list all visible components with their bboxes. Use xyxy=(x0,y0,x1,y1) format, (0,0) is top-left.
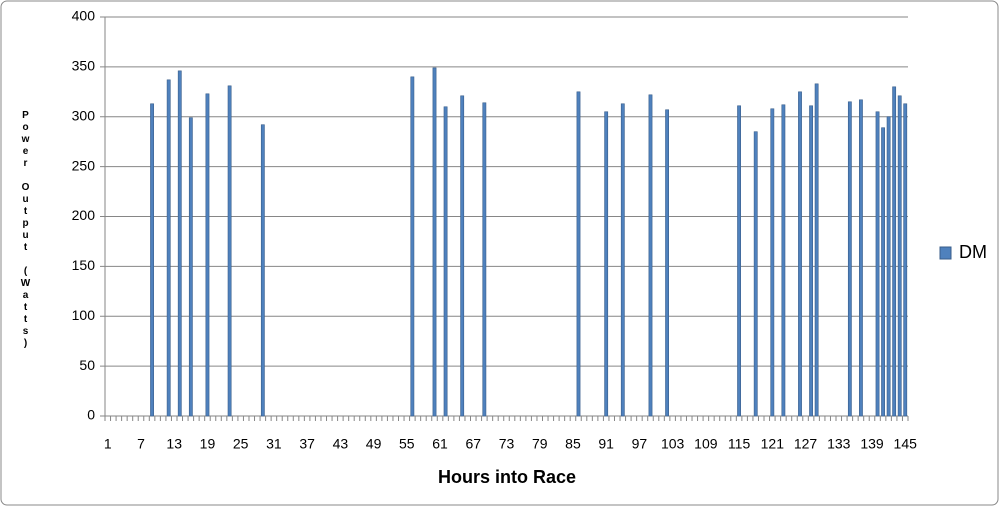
x-tick-label: 31 xyxy=(266,436,282,452)
bar xyxy=(432,67,437,417)
bar xyxy=(781,104,786,417)
bar xyxy=(665,109,670,417)
bar xyxy=(177,70,182,417)
x-tick-label: 133 xyxy=(827,436,851,452)
x-tick-label: 103 xyxy=(661,436,685,452)
legend-label: DM xyxy=(959,242,987,262)
x-tick-label: 121 xyxy=(761,436,785,452)
legend-swatch xyxy=(939,246,952,260)
y-tick-label: 350 xyxy=(72,58,96,74)
x-tick-label: 97 xyxy=(632,436,648,452)
x-tick-label: 67 xyxy=(465,436,481,452)
bar xyxy=(205,93,210,417)
y-tick-label: 300 xyxy=(72,107,96,123)
x-tick-label: 7 xyxy=(137,436,145,452)
x-tick-label: 127 xyxy=(794,436,818,452)
y-tick-label: 100 xyxy=(72,307,96,323)
x-tick-label: 25 xyxy=(233,436,249,452)
x-tick-label: 13 xyxy=(166,436,182,452)
x-tick-label: 1 xyxy=(104,436,112,452)
bar xyxy=(604,111,609,417)
bar xyxy=(886,116,891,417)
bar xyxy=(260,124,265,417)
bar xyxy=(881,127,885,417)
x-tick-label: 109 xyxy=(694,436,718,452)
x-tick-label: 37 xyxy=(299,436,315,452)
bar xyxy=(897,95,902,417)
x-tick-label: 49 xyxy=(366,436,382,452)
x-tick-label: 85 xyxy=(565,436,581,452)
x-tick-label: 145 xyxy=(894,436,918,452)
bar xyxy=(460,95,465,417)
y-tick-label: 200 xyxy=(72,207,96,223)
y-axis-title: Power Output (Watts) xyxy=(20,110,31,350)
x-tick-label: 79 xyxy=(532,436,548,452)
bar xyxy=(150,103,154,417)
x-tick-label: 139 xyxy=(860,436,884,452)
bar xyxy=(770,108,775,417)
bar xyxy=(903,103,908,417)
x-tick-label: 91 xyxy=(598,436,614,452)
bar xyxy=(443,106,448,417)
x-axis-title: Hours into Race xyxy=(438,467,576,487)
x-tick-label: 43 xyxy=(333,436,349,452)
bar xyxy=(620,103,625,417)
bar xyxy=(798,91,802,417)
x-tick-label: 115 xyxy=(728,436,751,452)
bar xyxy=(737,105,741,417)
bar xyxy=(814,83,819,417)
x-tick-label: 19 xyxy=(200,436,216,452)
bar xyxy=(892,86,897,417)
y-tick-label: 150 xyxy=(72,257,96,273)
x-tick-label: 61 xyxy=(432,436,448,452)
bar xyxy=(859,99,863,417)
bar xyxy=(166,79,171,417)
y-tick-label: 250 xyxy=(72,157,96,173)
bar xyxy=(227,85,232,417)
bar xyxy=(482,102,487,417)
bar xyxy=(753,131,758,417)
bar xyxy=(809,105,813,417)
bar xyxy=(875,111,880,417)
bar xyxy=(576,91,581,417)
bar xyxy=(847,101,852,417)
x-tick-label: 73 xyxy=(499,436,515,452)
y-tick-label: 50 xyxy=(79,357,95,373)
x-tick-label: 55 xyxy=(399,436,415,452)
y-tick-label: 400 xyxy=(72,8,96,24)
y-tick-label: 0 xyxy=(87,407,95,423)
bar xyxy=(410,76,415,417)
bar xyxy=(188,117,193,417)
bar xyxy=(648,94,653,417)
